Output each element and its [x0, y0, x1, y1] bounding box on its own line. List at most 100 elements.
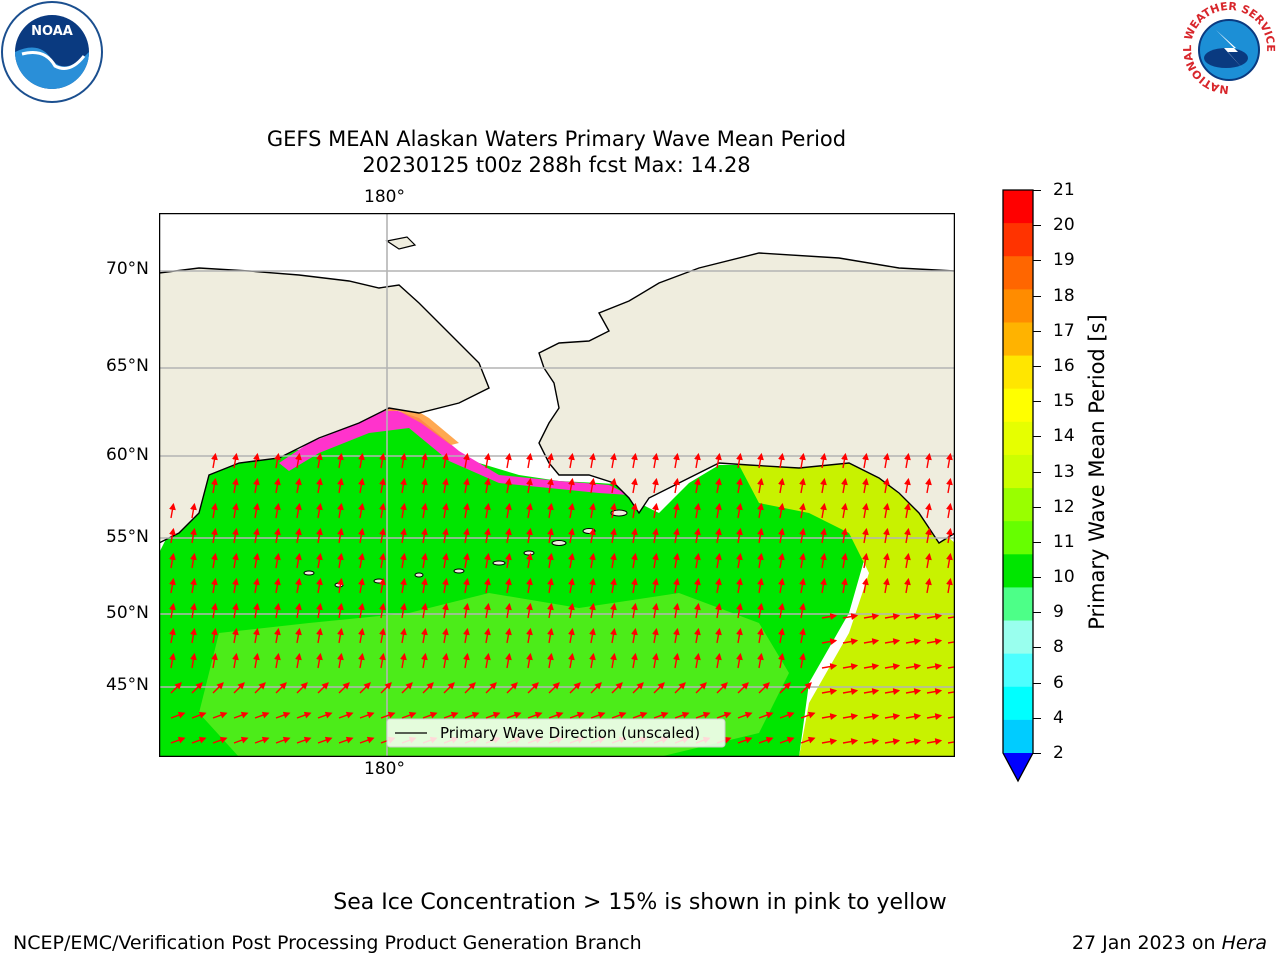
colorbar-tick-label: 21	[1053, 180, 1075, 200]
colorbar-block	[1003, 521, 1033, 555]
wave-arrow	[651, 602, 659, 619]
wave-arrow	[674, 682, 686, 694]
wave-arrow	[294, 502, 302, 519]
wave-arrow	[632, 711, 648, 719]
wave-arrow	[273, 552, 281, 569]
footer-host: Hera	[1221, 932, 1267, 954]
wave-arrow	[483, 577, 491, 594]
wave-arrow	[840, 577, 848, 594]
colorbar-tick-label: 20	[1053, 215, 1075, 236]
wave-arrow	[863, 638, 880, 646]
wave-arrow	[905, 663, 922, 671]
wave-arrow	[884, 663, 901, 671]
wave-arrow	[231, 527, 239, 544]
wave-arrow	[357, 627, 365, 644]
wave-arrow	[462, 602, 470, 619]
wave-arrow	[693, 552, 701, 569]
nws-logo: NATIONAL WEATHER SERVICE	[1178, 0, 1280, 100]
wave-arrow	[672, 652, 680, 669]
wave-arrow	[714, 502, 722, 519]
wave-arrow	[399, 502, 407, 519]
wave-arrow	[546, 652, 554, 669]
wave-arrow	[653, 711, 669, 719]
wave-arrow	[735, 652, 743, 669]
wave-arrow	[336, 477, 344, 494]
wave-arrow	[882, 452, 890, 469]
wave-arrow	[275, 682, 287, 694]
wave-arrow	[672, 452, 680, 469]
wave-arrow	[903, 502, 911, 519]
wave-arrow	[399, 552, 407, 569]
wave-arrow	[926, 688, 943, 696]
wave-arrow	[525, 652, 533, 669]
wave-arrow	[821, 688, 838, 696]
wave-arrow	[609, 452, 617, 469]
wave-arrow	[861, 502, 869, 519]
wave-arrow	[441, 527, 449, 544]
wave-arrow	[756, 552, 764, 569]
wave-arrow	[588, 502, 596, 519]
wave-arrow	[378, 502, 386, 519]
colorbar-block	[1003, 322, 1033, 357]
colorbar-tickmark	[1033, 225, 1041, 227]
wave-arrow	[189, 602, 197, 619]
wave-arrow	[210, 477, 218, 494]
wave-arrow	[609, 577, 617, 594]
wave-arrow	[546, 627, 554, 644]
wave-arrow	[609, 552, 617, 569]
wave-arrow	[462, 577, 470, 594]
colorbar-tickmark	[1033, 190, 1041, 191]
wave-arrow	[651, 627, 659, 644]
lat-label-50: 50°N	[106, 603, 149, 623]
wave-arrow	[399, 652, 407, 669]
wave-arrow	[945, 502, 953, 519]
wave-arrow	[756, 502, 764, 519]
colorbar-block	[1003, 454, 1033, 489]
wave-arrow	[737, 682, 749, 694]
lat-label-45: 45°N	[106, 675, 149, 695]
wave-arrow	[546, 602, 554, 619]
wave-arrow	[210, 502, 218, 519]
wave-arrow	[630, 502, 638, 519]
wave-arrow	[609, 477, 617, 494]
wave-arrow	[548, 711, 564, 719]
colorbar-block	[1003, 653, 1033, 688]
wave-arrow	[483, 477, 491, 494]
wave-arrow	[693, 527, 701, 544]
wave-arrow	[252, 502, 260, 519]
wave-arrow	[443, 711, 459, 719]
wave-arrow	[315, 477, 323, 494]
colorbar-block	[1003, 719, 1033, 754]
wave-arrow	[903, 527, 911, 544]
wave-arrow	[924, 577, 932, 594]
wave-arrow	[210, 627, 218, 644]
colorbar-tickmark	[1033, 330, 1041, 332]
wave-arrow	[231, 627, 239, 644]
colorbar-block	[1003, 488, 1033, 522]
wave-arrow	[777, 627, 785, 644]
wave-arrow	[273, 577, 281, 594]
wave-arrow	[840, 452, 848, 469]
colorbar-tickmark	[1033, 365, 1041, 367]
wave-arrow	[189, 502, 197, 519]
wave-arrow	[798, 502, 806, 519]
wave-arrow	[338, 682, 350, 694]
wave-arrow	[905, 713, 922, 721]
wave-arrow	[777, 527, 785, 544]
wave-arrow	[254, 682, 266, 694]
colorbar-tick-label: 6	[1053, 672, 1064, 693]
wave-arrow	[693, 452, 701, 469]
wave-arrow	[863, 713, 880, 721]
wave-arrow	[777, 502, 785, 519]
wave-arrow	[567, 602, 575, 619]
wave-arrow	[504, 602, 512, 619]
wave-arrow	[651, 502, 659, 519]
wave-arrow	[737, 711, 753, 719]
footer-right: 27 Jan 2023 on Hera	[1072, 932, 1267, 954]
wave-arrow	[378, 527, 386, 544]
wave-arrow	[672, 552, 680, 569]
wave-arrow	[882, 527, 890, 544]
wave-arrow	[672, 602, 680, 619]
wave-arrow	[441, 652, 449, 669]
wave-arrow	[546, 502, 554, 519]
